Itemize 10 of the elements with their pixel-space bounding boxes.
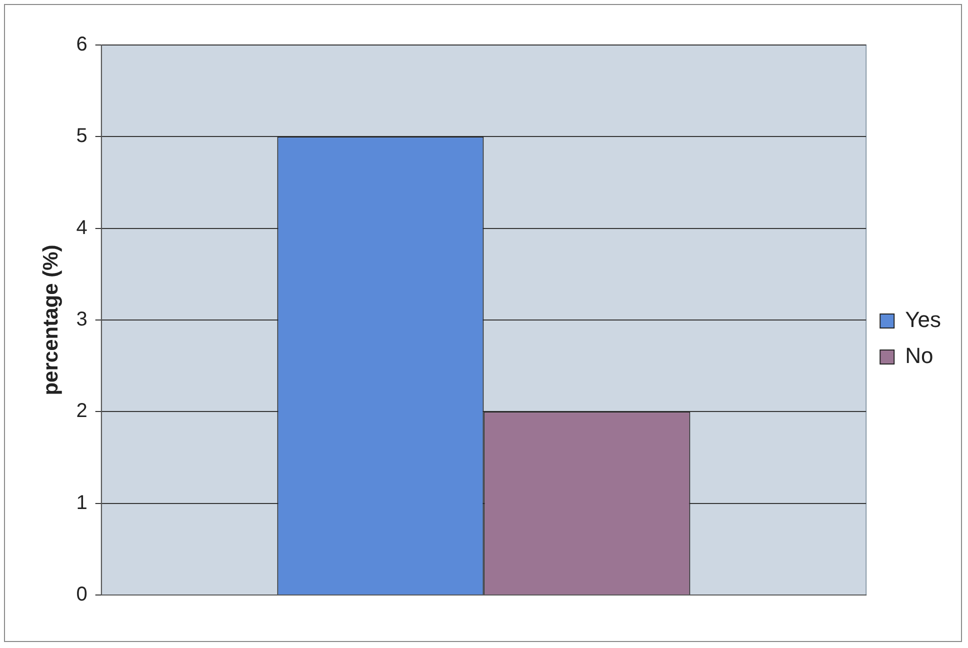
y-tick-label: 4 bbox=[76, 216, 88, 239]
y-tick-label: 5 bbox=[76, 125, 88, 148]
y-tick-label: 0 bbox=[76, 584, 88, 606]
y-tick-label: 3 bbox=[76, 308, 88, 331]
legend-label: No bbox=[905, 343, 934, 368]
y-tick-label: 6 bbox=[76, 34, 88, 56]
y-tick-label: 1 bbox=[76, 492, 88, 514]
y-tick-label: 2 bbox=[76, 400, 88, 422]
y-axis-title: percentage (%) bbox=[39, 244, 62, 396]
legend-label: Yes bbox=[905, 307, 941, 332]
